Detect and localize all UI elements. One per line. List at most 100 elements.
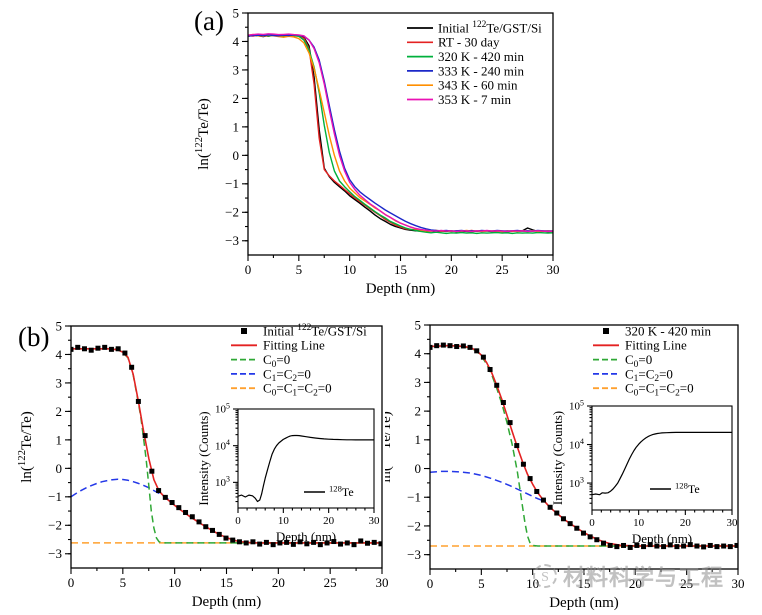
series-initial-122-te-gst-si [71,344,382,548]
series-group [592,431,732,496]
svg-text:−2: −2 [407,518,421,533]
svg-text:333 K - 240 min: 333 K - 240 min [438,63,524,78]
svg-text:4: 4 [233,34,240,49]
svg-text:10: 10 [633,517,645,529]
svg-text:320 K - 420 min: 320 K - 420 min [625,323,711,338]
svg-text:−1: −1 [407,490,421,505]
svg-text:104: 104 [215,438,230,452]
y-axis-label: Intensity (Counts) [196,411,211,505]
svg-text:2: 2 [415,404,422,419]
svg-text:128Te: 128Te [329,483,354,499]
y-axis-label: ln(122Te/Te) [385,411,394,483]
svg-text:3: 3 [415,375,422,390]
svg-text:2: 2 [233,91,240,106]
svg-text:1: 1 [233,119,240,134]
series-c-1-c-2-0 [430,470,544,502]
x-axis-label: Depth (nm) [276,529,336,544]
chart-b-right-inset: 0 10 20 30 103 104 105 Depth (nm) Intensity (Cou… [550,398,738,546]
svg-text:30: 30 [369,515,381,527]
axes: 0 5 10 15 20 25 30 −3 −2 −1 0 1 2 3 4 5 [225,5,559,277]
svg-text:25: 25 [680,576,693,591]
chart-b-left-inset: 0 10 20 30 103 104 105 Depth (nm) Intensity (Cou… [196,401,380,544]
svg-text:3: 3 [233,62,240,77]
series-320-k-420-min [248,34,553,235]
svg-text:5: 5 [296,262,303,277]
panel-b-label: (b) [18,322,50,352]
svg-text:0: 0 [415,461,422,476]
y-axis-label: Intensity (Counts) [550,411,565,505]
svg-text:30: 30 [376,575,389,590]
svg-text:5: 5 [478,576,485,591]
svg-text:C0=0: C0=0 [263,352,290,370]
chart-b-right: 0 5 10 15 20 25 30 −3 −2 −1 0 1 2 3 4 5 Depth (nm) ln(122… [385,317,745,611]
svg-text:3: 3 [56,375,63,390]
svg-text:15: 15 [578,576,591,591]
svg-text:20: 20 [629,576,642,591]
svg-text:343 K - 60 min: 343 K - 60 min [438,78,518,93]
svg-text:C0=C1=C2=0: C0=C1=C2=0 [625,381,694,399]
svg-text:Fitting Line: Fitting Line [625,338,687,353]
series-353-k-7-min [248,33,553,233]
svg-text:RT - 30 day: RT - 30 day [438,35,500,50]
legend: 128Te [650,480,700,496]
svg-text:Initial 122Te/GST/Si: Initial 122Te/GST/Si [263,323,367,338]
svg-text:−3: −3 [225,233,239,248]
svg-text:C0=C1=C2=0: C0=C1=C2=0 [263,381,332,399]
svg-text:320 K - 420 min: 320 K - 420 min [438,49,524,64]
svg-text:10: 10 [526,576,539,591]
svg-text:0: 0 [68,575,75,590]
svg-text:C1=C2=0: C1=C2=0 [625,366,673,384]
x-axis-label: Depth (nm) [549,595,619,611]
svg-text:1: 1 [415,432,422,447]
svg-text:−1: −1 [225,176,239,191]
svg-text:0: 0 [589,517,595,529]
x-axis-label: Depth (nm) [192,594,262,610]
svg-text:−3: −3 [407,547,421,562]
svg-text:25: 25 [496,262,509,277]
svg-text:4: 4 [415,346,422,361]
svg-text:103: 103 [569,475,584,489]
x-axis-label: Depth (nm) [366,281,436,297]
series-320-k-420-min [430,342,738,550]
svg-text:4: 4 [56,347,63,362]
svg-text:15: 15 [220,575,233,590]
series--128-te [592,431,732,496]
chart-panel-a: 0 5 10 15 20 25 30 −3 −2 −1 0 1 2 3 4 5 Depth (nm) ln(122… [193,5,560,297]
series--128-te [238,434,374,503]
svg-text:−2: −2 [48,518,62,533]
y-axis-label: ln(122Te/Te) [193,98,212,170]
svg-text:0: 0 [233,148,240,163]
svg-text:5: 5 [233,5,240,20]
svg-text:20: 20 [445,262,458,277]
svg-text:20: 20 [680,517,692,529]
svg-text:0: 0 [427,576,434,591]
axes: 0 5 10 15 20 25 30 −3 −2 −1 0 1 2 3 4 5 [48,318,388,590]
panel-a-label: (a) [194,6,224,36]
axes: 0 10 20 30 103 104 105 [569,398,738,529]
svg-text:C0=0: C0=0 [625,352,652,370]
chart-b-left: 0 5 10 15 20 25 30 −3 −2 −1 0 1 2 3 4 5 Depth (nm) ln(122… [16,318,389,610]
svg-text:Fitting Line: Fitting Line [263,338,325,353]
svg-text:−1: −1 [48,489,62,504]
svg-text:10: 10 [278,515,290,527]
svg-text:353 K - 7 min: 353 K - 7 min [438,92,511,107]
svg-text:C1=C2=0: C1=C2=0 [263,366,311,384]
series-group [430,342,738,550]
svg-text:10: 10 [168,575,181,590]
svg-text:30: 30 [732,576,745,591]
svg-text:20: 20 [323,515,335,527]
svg-text:−2: −2 [225,205,239,220]
svg-text:30: 30 [547,262,560,277]
svg-text:0: 0 [56,461,63,476]
axes: 0 10 20 30 103 104 105 [215,401,380,527]
svg-text:0: 0 [235,515,241,527]
svg-text:1: 1 [56,432,63,447]
svg-text:10: 10 [343,262,356,277]
svg-text:105: 105 [569,398,584,412]
svg-text:104: 104 [569,437,584,451]
y-axis-label: ln(122Te/Te) [16,411,35,483]
series-group [238,434,374,503]
